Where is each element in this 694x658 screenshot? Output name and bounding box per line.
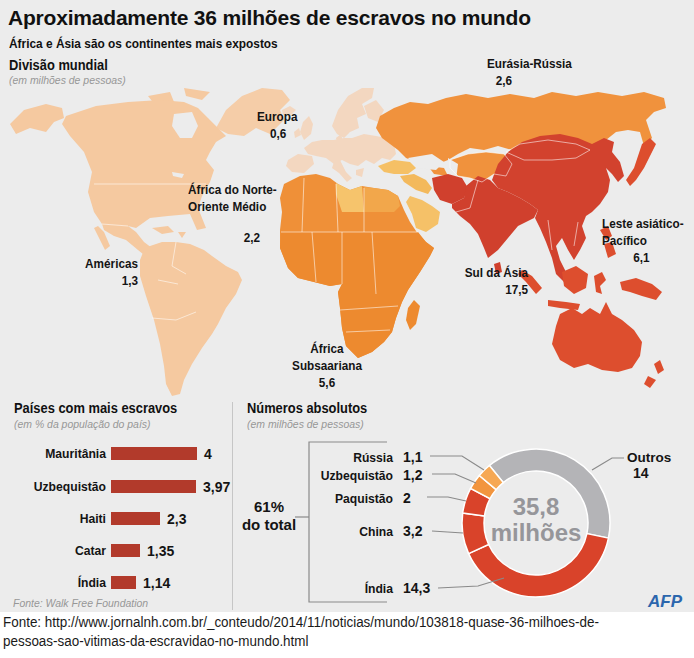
donut-value: 2 — [403, 490, 411, 506]
donut-label-outros: Outros14 — [627, 450, 671, 481]
infographic: { "title": "Aproximadamente 36 milhões d… — [0, 0, 694, 658]
donut-value: 14,3 — [403, 580, 430, 596]
donut-label: China — [251, 524, 393, 539]
donut-center-label: 35,8milhões — [466, 494, 606, 546]
donut-label: Índia — [251, 581, 393, 596]
donut-value: 3,2 — [403, 523, 422, 539]
donut-value: 1,2 — [403, 467, 422, 483]
donut-label: Paquistão — [251, 491, 393, 506]
donut-label: Uzbequistão — [251, 468, 393, 483]
footer-source-url: Fonte: http://www.jornalnh.com.br/_conte… — [3, 613, 599, 651]
donut-label: Rússia — [251, 450, 393, 465]
donut-value: 1,1 — [403, 449, 422, 465]
afp-logo: AFP — [648, 592, 682, 612]
donut-chart — [0, 0, 694, 658]
